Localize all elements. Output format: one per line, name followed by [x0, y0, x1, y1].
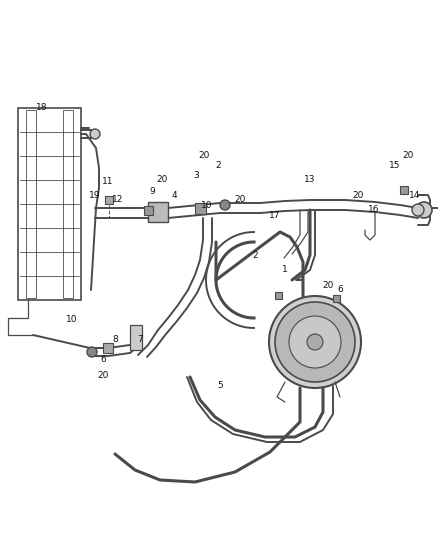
Text: 8: 8	[112, 335, 118, 344]
Text: 20: 20	[403, 150, 413, 159]
Text: 18: 18	[36, 103, 48, 112]
Bar	[63, 110, 73, 298]
Text: 3: 3	[193, 171, 199, 180]
Bar	[400, 186, 408, 194]
Circle shape	[87, 347, 97, 357]
Bar	[332, 295, 339, 302]
Text: 13: 13	[304, 175, 316, 184]
Text: 20: 20	[322, 280, 334, 289]
Text: 14: 14	[410, 190, 420, 199]
Bar	[148, 202, 168, 222]
Text: 20: 20	[97, 370, 109, 379]
Text: 20: 20	[156, 175, 168, 184]
Text: 11: 11	[102, 177, 114, 187]
Circle shape	[220, 200, 230, 210]
Bar	[194, 203, 205, 214]
Text: 17: 17	[269, 211, 281, 220]
Text: 20: 20	[234, 196, 246, 205]
Text: 16: 16	[368, 206, 380, 214]
Bar	[275, 292, 282, 298]
Text: 1: 1	[282, 265, 288, 274]
Text: 5: 5	[217, 381, 223, 390]
Bar	[26, 110, 36, 298]
Bar	[18, 108, 81, 300]
Text: 2: 2	[215, 160, 221, 169]
Text: 15: 15	[389, 160, 401, 169]
Circle shape	[416, 202, 432, 218]
Text: 7: 7	[137, 335, 143, 344]
Circle shape	[412, 204, 424, 216]
Circle shape	[90, 129, 100, 139]
Bar	[130, 325, 142, 350]
Bar	[103, 343, 113, 353]
Bar	[144, 206, 152, 214]
Circle shape	[289, 316, 341, 368]
Text: 2: 2	[252, 251, 258, 260]
Bar	[105, 196, 113, 204]
Circle shape	[275, 302, 355, 382]
Text: 6: 6	[100, 356, 106, 365]
Text: 20: 20	[198, 150, 210, 159]
Text: 10: 10	[66, 316, 78, 325]
Text: 4: 4	[171, 190, 177, 199]
Circle shape	[269, 296, 361, 388]
Text: 12: 12	[112, 196, 124, 205]
Text: 10: 10	[201, 200, 213, 209]
Text: 20: 20	[352, 190, 364, 199]
Circle shape	[307, 334, 323, 350]
Text: 19: 19	[89, 190, 101, 199]
Text: 9: 9	[149, 188, 155, 197]
Text: 6: 6	[337, 286, 343, 295]
